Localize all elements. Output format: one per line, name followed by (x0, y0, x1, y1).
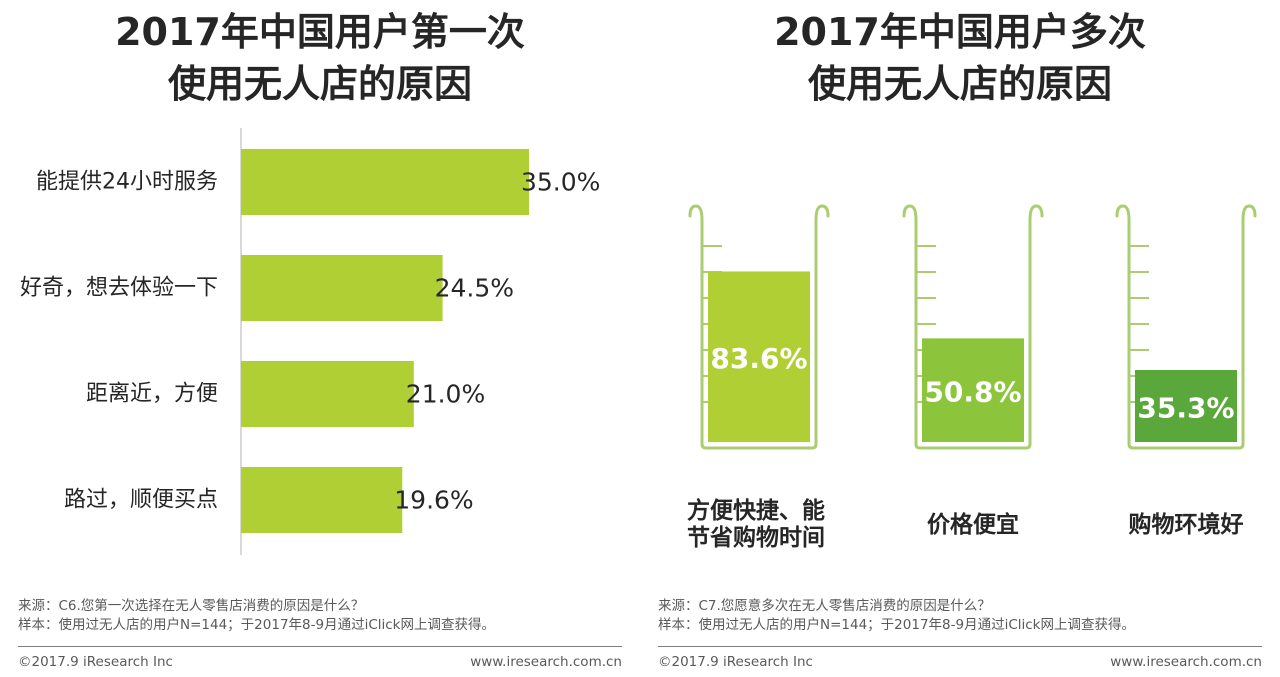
left-title-line-2: 使用无人店的原因 (167, 62, 472, 106)
beaker-2-fill-bar (922, 338, 1024, 442)
left-source-text: 来源：C6.您第一次选择在无人零售店消费的原因是什么？ (18, 598, 365, 614)
left-bar-chart: 能提供24小时服务 35.0% 好奇，想去体验一下 24.5% 距离近，方便 21.0% 路… (20, 128, 600, 555)
left-category-label-2: 好奇，想去体验一下 (20, 276, 218, 301)
left-copyright: ©2017.9 iResearch Inc (18, 654, 173, 670)
beaker-1-value-label: 83.6% (710, 342, 807, 375)
beaker-2-value-label: 50.8% (924, 376, 1021, 409)
left-chart-title: 2017年中国用户第一次 使用无人店的原因 (0, 6, 640, 110)
beaker-1-category-label-line-1: 方便快捷、能 (687, 497, 825, 524)
left-bar-2 (241, 255, 443, 321)
right-sample-text: 样本：使用过无人店的用户N=144；于2017年8-9月通过iClick网上调查… (658, 617, 1136, 633)
beaker-3-outline (1115, 204, 1257, 450)
beaker-3-fill-bar (1135, 369, 1237, 442)
right-source-text: 来源：C7.您愿意多次在无人零售店消费的原因是什么？ (658, 598, 991, 614)
right-title-line-1: 2017年中国用户多次 (774, 10, 1146, 54)
left-category-label-1: 能提供24小时服务 (36, 170, 218, 195)
beaker-3-value-label: 35.3% (1137, 391, 1234, 424)
left-title-line-1: 2017年中国用户第一次 (115, 10, 525, 54)
beaker-3-category-label-line-1: 购物环境好 (1129, 511, 1244, 538)
right-title-line-2: 使用无人店的原因 (807, 62, 1112, 106)
right-copyright: ©2017.9 iResearch Inc (658, 654, 813, 670)
beaker-1-fill-bar (708, 271, 810, 442)
left-bar-4 (241, 467, 403, 533)
left-value-label-3: 21.0% (406, 380, 485, 409)
left-source-note: 来源：C6.您第一次选择在无人零售店消费的原因是什么？ 样本：使用过无人店的用户… (18, 597, 622, 635)
left-bar-3 (241, 361, 414, 427)
beaker-1-category-label-line-2: 节省购物时间 (687, 524, 825, 551)
left-bar-1 (241, 149, 529, 215)
left-panel: 2017年中国用户第一次 使用无人店的原因 能提供24小时服务 35.0% 好奇，想… (0, 6, 640, 670)
left-category-label-3: 距离近，方便 (86, 382, 218, 407)
beaker-2: 50.8% 价格便宜 (902, 204, 1044, 538)
beaker-1-outline (688, 204, 830, 450)
right-source-note: 来源：C7.您愿意多次在无人零售店消费的原因是什么？ 样本：使用过无人店的用户N… (658, 597, 1262, 635)
left-category-label-4: 路过，顺便买点 (64, 488, 218, 513)
right-panel: 2017年中国用户多次 使用无人店的原因 83.6% 方便快捷、能 节省购物时间 50… (640, 0, 1280, 677)
left-sample-text: 样本：使用过无人店的用户N=144；于2017年8-9月通过iClick网上调查… (18, 617, 496, 633)
right-footer-divider (658, 646, 1262, 647)
beaker-2-outline (902, 204, 1044, 450)
left-value-label-1: 35.0% (521, 168, 600, 197)
beaker-2-category-label-line-1: 价格便宜 (927, 511, 1019, 538)
left-value-label-2: 24.5% (435, 274, 514, 303)
left-website-link[interactable]: www.iresearch.com.cn (470, 654, 622, 670)
left-footer-divider (18, 646, 622, 647)
right-website-link[interactable]: www.iresearch.com.cn (1110, 654, 1262, 670)
left-value-label-4: 19.6% (394, 486, 473, 515)
beaker-3: 35.3% 购物环境好 (1115, 204, 1257, 538)
right-chart-title: 2017年中国用户多次 使用无人店的原因 (640, 6, 1280, 110)
